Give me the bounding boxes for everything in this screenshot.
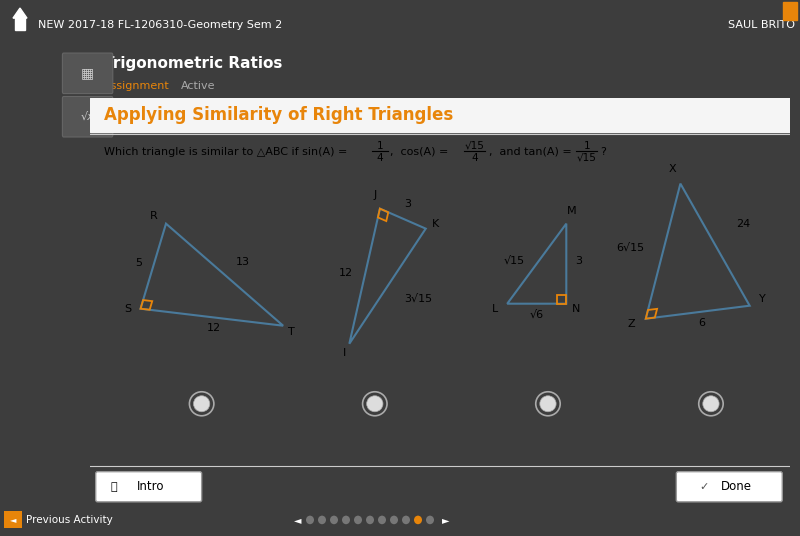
Circle shape bbox=[378, 516, 386, 524]
Circle shape bbox=[702, 396, 719, 412]
Text: ►: ► bbox=[442, 515, 450, 525]
Text: 12: 12 bbox=[207, 323, 221, 333]
Text: ?: ? bbox=[600, 146, 606, 157]
FancyBboxPatch shape bbox=[96, 472, 202, 502]
Text: 24: 24 bbox=[737, 219, 750, 229]
Circle shape bbox=[342, 516, 350, 524]
Bar bbox=[4, 511, 22, 528]
Text: 1: 1 bbox=[583, 140, 590, 151]
Text: Previous Activity: Previous Activity bbox=[26, 515, 113, 525]
Bar bbox=[15, 17, 25, 30]
FancyBboxPatch shape bbox=[676, 472, 782, 502]
Circle shape bbox=[402, 516, 410, 524]
Text: 1: 1 bbox=[377, 140, 383, 151]
Text: 6√15: 6√15 bbox=[617, 243, 645, 253]
Text: 13: 13 bbox=[236, 257, 250, 267]
Text: √15: √15 bbox=[465, 140, 485, 151]
Text: Intro: Intro bbox=[137, 480, 165, 493]
Text: K: K bbox=[432, 219, 439, 229]
Text: ,  cos(A) =: , cos(A) = bbox=[390, 146, 452, 157]
Text: S: S bbox=[125, 304, 132, 314]
Circle shape bbox=[354, 516, 362, 524]
Text: R: R bbox=[150, 211, 158, 221]
FancyBboxPatch shape bbox=[62, 53, 113, 94]
Text: I: I bbox=[342, 348, 346, 358]
Circle shape bbox=[390, 516, 398, 524]
Text: Done: Done bbox=[721, 480, 752, 493]
Circle shape bbox=[194, 396, 210, 412]
Text: √15: √15 bbox=[504, 256, 525, 266]
Text: NEW 2017-18 FL-1206310-Geometry Sem 2: NEW 2017-18 FL-1206310-Geometry Sem 2 bbox=[38, 20, 282, 30]
Text: Applying Similarity of Right Triangles: Applying Similarity of Right Triangles bbox=[104, 106, 453, 124]
Text: Assignment: Assignment bbox=[104, 81, 170, 91]
Text: 3√15: 3√15 bbox=[404, 294, 432, 304]
Text: 4: 4 bbox=[377, 153, 383, 162]
Text: 5: 5 bbox=[135, 258, 142, 268]
Text: 12: 12 bbox=[339, 268, 354, 278]
Text: √15: √15 bbox=[577, 153, 597, 162]
Circle shape bbox=[366, 516, 374, 524]
Text: √x: √x bbox=[81, 111, 94, 122]
Text: T: T bbox=[288, 327, 294, 337]
Text: ▦: ▦ bbox=[81, 66, 94, 80]
Text: 6: 6 bbox=[698, 318, 706, 328]
Text: 🔊: 🔊 bbox=[110, 482, 118, 492]
Bar bbox=[783, 2, 797, 20]
Text: Y: Y bbox=[758, 294, 766, 304]
Circle shape bbox=[366, 396, 383, 412]
FancyBboxPatch shape bbox=[62, 96, 113, 137]
Text: ◄: ◄ bbox=[10, 516, 16, 524]
Text: Which triangle is similar to △ABC if sin(A) =: Which triangle is similar to △ABC if sin… bbox=[104, 146, 350, 157]
Text: N: N bbox=[572, 304, 581, 314]
Text: M: M bbox=[566, 206, 576, 215]
Circle shape bbox=[330, 516, 338, 524]
Text: ✓: ✓ bbox=[699, 482, 709, 492]
Text: X: X bbox=[669, 163, 676, 174]
Circle shape bbox=[318, 516, 326, 524]
Text: Active: Active bbox=[181, 81, 215, 91]
Text: Z: Z bbox=[628, 319, 635, 329]
Text: Trigonometric Ratios: Trigonometric Ratios bbox=[104, 56, 282, 71]
Polygon shape bbox=[13, 8, 27, 18]
Text: √6: √6 bbox=[530, 310, 544, 319]
Text: 3: 3 bbox=[575, 256, 582, 266]
Circle shape bbox=[306, 516, 314, 524]
Text: 3: 3 bbox=[405, 199, 411, 209]
Text: 4: 4 bbox=[471, 153, 478, 162]
Text: L: L bbox=[492, 304, 498, 314]
Bar bbox=[90, 98, 790, 131]
Circle shape bbox=[540, 396, 556, 412]
Text: SAUL BRITO: SAUL BRITO bbox=[728, 20, 795, 30]
Circle shape bbox=[414, 516, 422, 524]
Text: J: J bbox=[373, 190, 377, 199]
Text: ◄: ◄ bbox=[294, 515, 302, 525]
Circle shape bbox=[426, 516, 434, 524]
Text: ,  and tan(A) =: , and tan(A) = bbox=[489, 146, 575, 157]
